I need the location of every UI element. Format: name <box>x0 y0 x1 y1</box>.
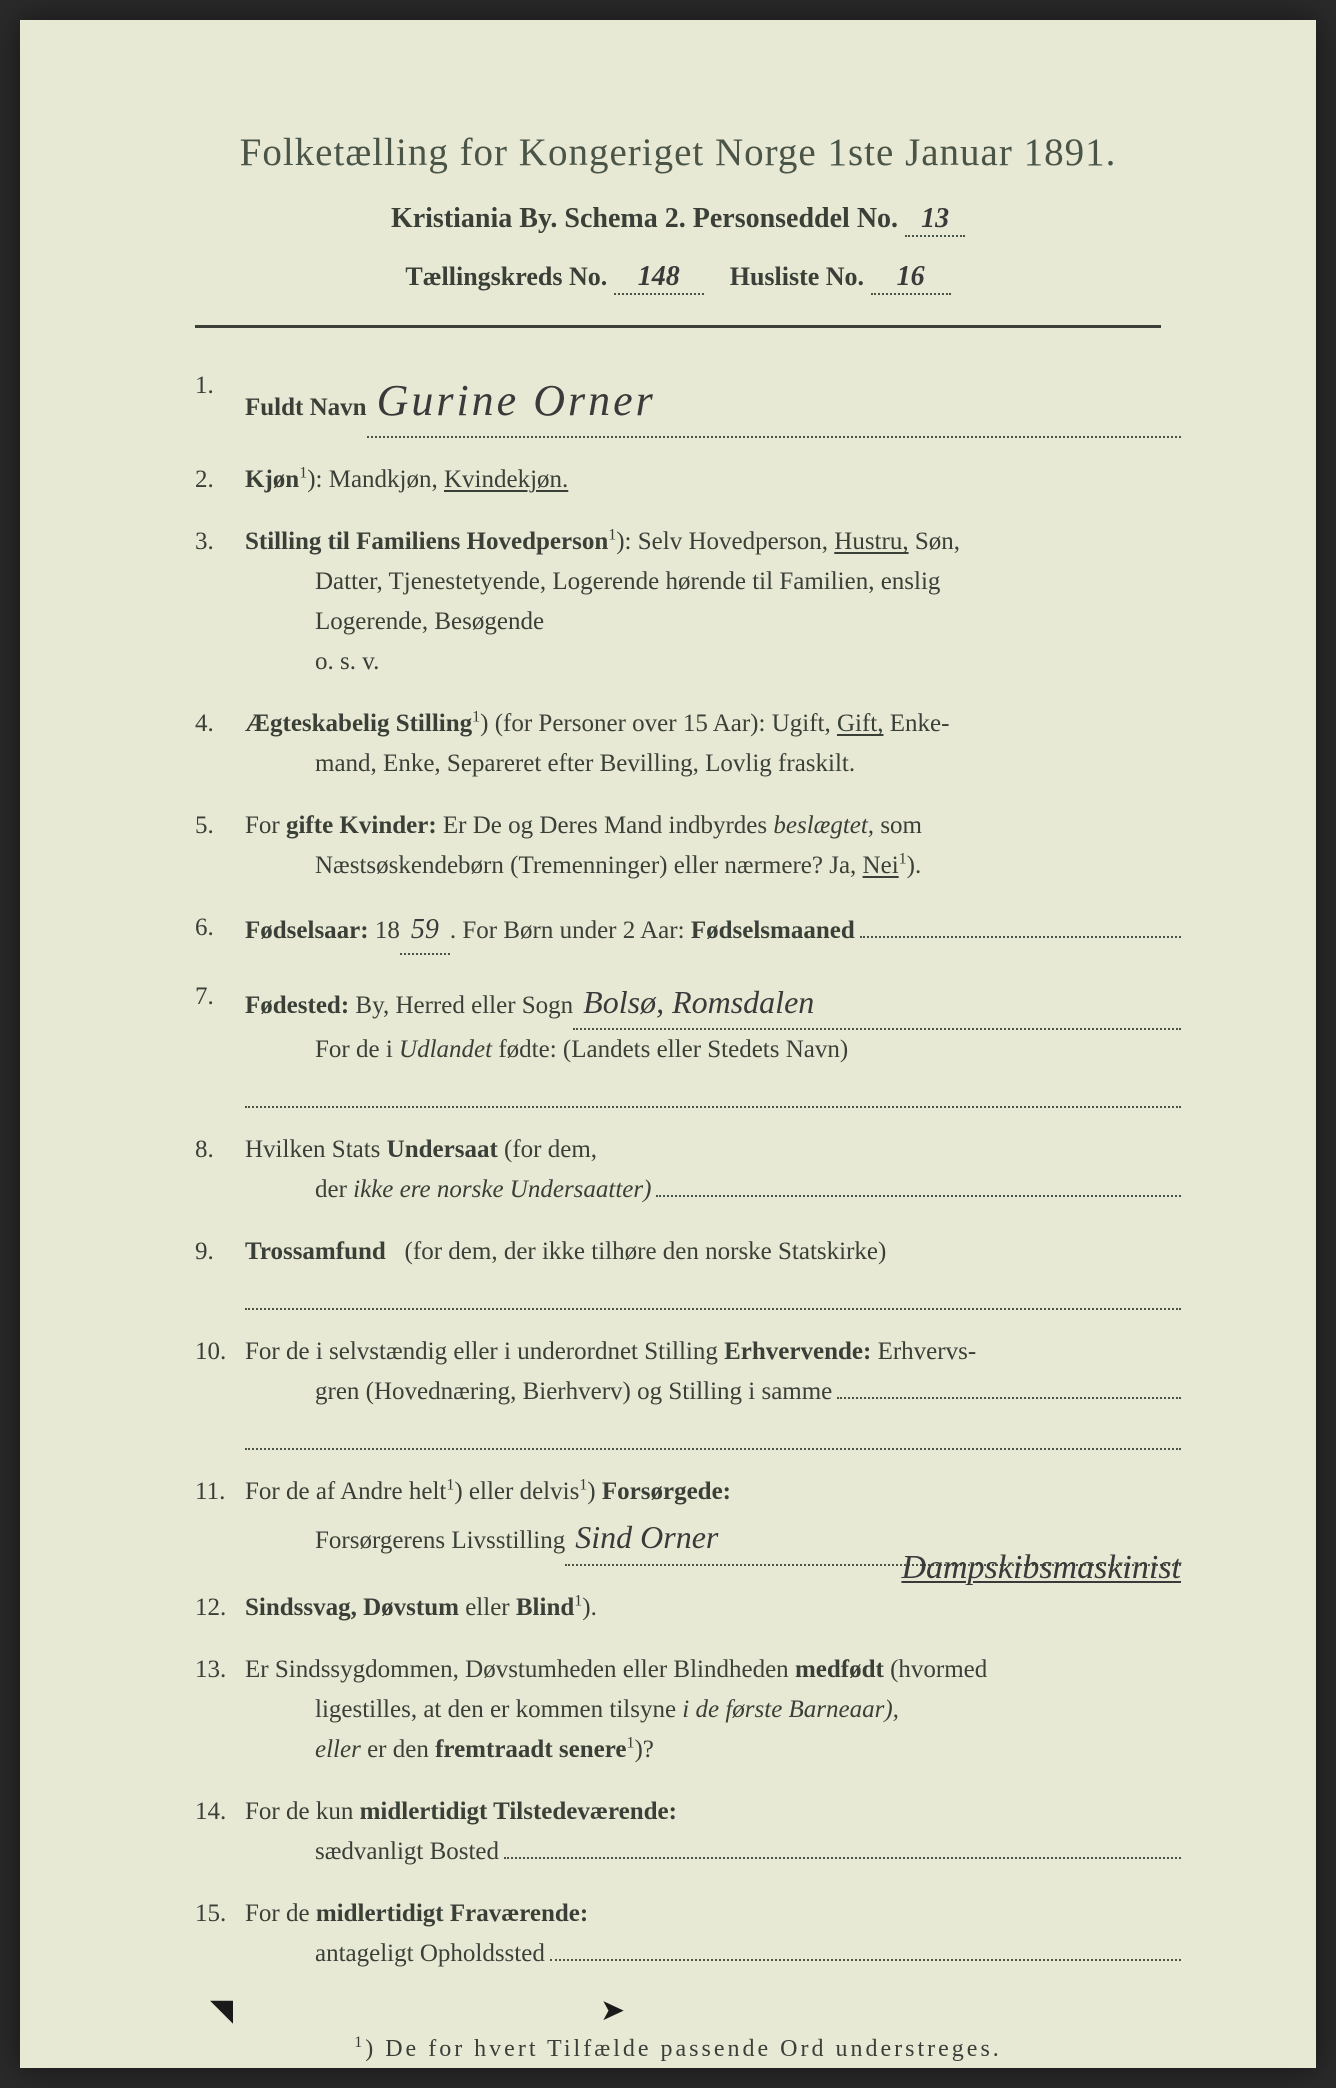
num-14: 14. <box>195 1792 245 1872</box>
num-9: 9. <box>195 1232 245 1310</box>
num-5: 5. <box>195 806 245 886</box>
num-15: 15. <box>195 1894 245 1974</box>
q2-opt-kvinde: Kvindekjøn. <box>444 466 568 493</box>
q7-label: Fødested: <box>245 986 349 1026</box>
item-10: 10. For de i selvstændig eller i underor… <box>195 1332 1181 1450</box>
item-1: 1. Fuldt Navn Gurine Orner <box>195 366 1181 438</box>
form-items: 1. Fuldt Navn Gurine Orner 2. Kjøn1): Ma… <box>155 366 1201 1974</box>
item-14: 14. For de kun midlertidigt Tilstedevære… <box>195 1792 1181 1872</box>
q3-label: Stilling til Familiens Hovedperson <box>245 528 608 555</box>
divider <box>195 325 1161 328</box>
item-2: 2. Kjøn1): Mandkjøn, Kvindekjøn. <box>195 460 1181 500</box>
num-11: 11. <box>195 1472 245 1565</box>
husliste-no: 16 <box>871 261 951 295</box>
q3-line3: Logerende, Besøgende <box>245 602 1181 642</box>
taellingskreds-label: Tællingskreds No. <box>405 262 607 291</box>
personseddel-no: 13 <box>905 203 965 237</box>
item-15: 15. For de midlertidigt Fraværende: anta… <box>195 1894 1181 1974</box>
q11-value1: Sind Orner <box>575 1512 718 1563</box>
subtitle-line2: Tællingskreds No. 148 Husliste No. 16 <box>155 261 1201 295</box>
num-12: 12. <box>195 1588 245 1628</box>
num-4: 4. <box>195 704 245 784</box>
q3-hustru: Hustru, <box>834 528 908 555</box>
ink-mark-center: ➤ <box>600 1993 625 2028</box>
num-3: 3. <box>195 522 245 682</box>
q14-label: midlertidigt Tilstedeværende: <box>360 1798 677 1825</box>
q2-opt-mand: Mandkjøn, <box>329 466 438 493</box>
q9-label: Trossamfund <box>245 1238 386 1265</box>
subtitle-prefix: Kristiania By. Schema 2. Personseddel No… <box>391 203 898 234</box>
num-10: 10. <box>195 1332 245 1450</box>
item-11: 11. For de af Andre helt1) eller delvis1… <box>195 1472 1181 1565</box>
q1-value: Gurine Orner <box>367 366 1181 438</box>
q3-son: Søn, <box>915 528 960 555</box>
item-9: 9. Trossamfund (for dem, der ikke tilhør… <box>195 1232 1181 1310</box>
q8-label: Undersaat <box>387 1136 498 1163</box>
q3-line2: Datter, Tjenestetyende, Logerende hørend… <box>245 562 1181 602</box>
item-13: 13. Er Sindssygdommen, Døvstumheden elle… <box>195 1650 1181 1770</box>
q6-label-a: Fødselsaar: <box>245 911 369 951</box>
q4-label: Ægteskabelig Stilling <box>245 710 472 737</box>
item-4: 4. Ægteskabelig Stilling1) (for Personer… <box>195 704 1181 784</box>
item-6: 6. Fødselsaar: 1859 . For Børn under 2 A… <box>195 908 1181 955</box>
q2-label: Kjøn <box>245 466 299 493</box>
q4-rest: Enke- <box>890 710 950 737</box>
q11-value2: Dampskibsmaskinist <box>901 1549 1181 1586</box>
ink-mark-left: ◥ <box>210 1993 233 2028</box>
q5-nei: Nei <box>863 852 899 879</box>
q5-label: gifte Kvinder: <box>286 812 437 839</box>
q6-label-c: Fødselsmaaned <box>691 911 855 951</box>
item-3: 3. Stilling til Familiens Hovedperson1):… <box>195 522 1181 682</box>
q12-label: Sindssvag, Døvstum <box>245 1594 459 1621</box>
q3-selv: Selv Hovedperson, <box>638 528 828 555</box>
item-5: 5. For gifte Kvinder: Er De og Deres Man… <box>195 806 1181 886</box>
num-1: 1. <box>195 366 245 438</box>
husliste-label: Husliste No. <box>730 262 864 291</box>
q11-label: Forsørgede: <box>602 1478 731 1505</box>
q4-line2: mand, Enke, Separeret efter Bevilling, L… <box>245 744 1181 784</box>
q1-label: Fuldt Navn <box>245 388 367 428</box>
num-2: 2. <box>195 460 245 500</box>
num-13: 13. <box>195 1650 245 1770</box>
item-8: 8. Hvilken Stats Undersaat (for dem, der… <box>195 1130 1181 1210</box>
item-7: 7. Fødested: By, Herred eller Sogn Bolsø… <box>195 977 1181 1108</box>
footnote: 1) De for hvert Tilfælde passende Ord un… <box>155 2034 1201 2063</box>
q3-line4: o. s. v. <box>245 642 1181 682</box>
num-8: 8. <box>195 1130 245 1210</box>
census-form-page: Folketælling for Kongeriget Norge 1ste J… <box>20 20 1316 2068</box>
q10-label: Erhvervende: <box>724 1338 871 1365</box>
q15-label: midlertidigt Fraværende: <box>316 1900 588 1927</box>
q6-year: 59 <box>400 908 450 955</box>
num-6: 6. <box>195 908 245 955</box>
q13-medfodt: medfødt <box>795 1656 884 1683</box>
taellingskreds-no: 148 <box>614 261 704 295</box>
main-title: Folketælling for Kongeriget Norge 1ste J… <box>155 130 1201 175</box>
subtitle-line: Kristiania By. Schema 2. Personseddel No… <box>155 203 1201 237</box>
q4-gift: Gift, <box>837 710 884 737</box>
num-7: 7. <box>195 977 245 1108</box>
q7-value: Bolsø, Romsdalen <box>583 977 814 1028</box>
